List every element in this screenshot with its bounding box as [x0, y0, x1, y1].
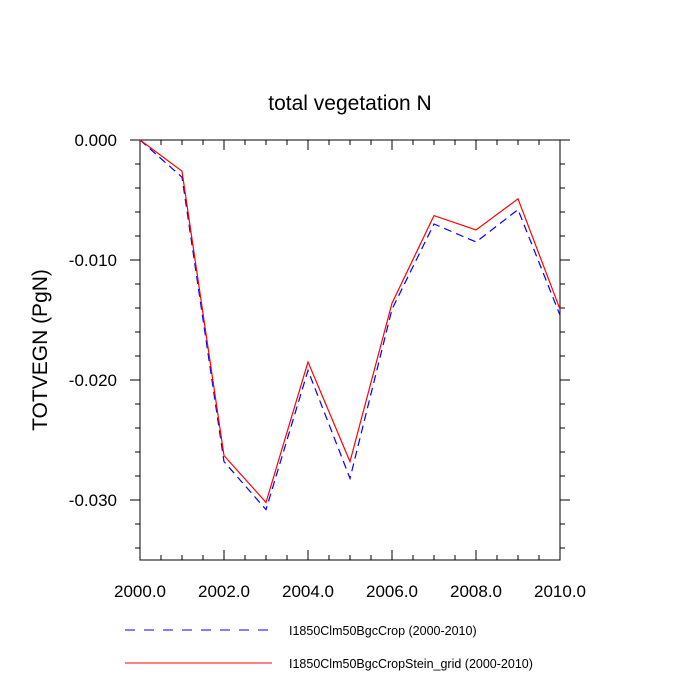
x-tick-label: 2000.0: [114, 582, 166, 601]
x-tick-label: 2010.0: [534, 582, 586, 601]
axis-ticks: [130, 139, 570, 560]
y-tick-labels: 0.000 -0.010 -0.020 -0.030: [69, 131, 117, 510]
x-tick-label: 2006.0: [366, 582, 418, 601]
x-tick-label: 2008.0: [450, 582, 502, 601]
series-line-1: [139, 139, 561, 511]
y-tick-label: 0.000: [74, 131, 117, 150]
x-tick-labels: 2000.0 2002.0 2004.0 2006.0 2008.0 2010.0: [114, 582, 586, 601]
plot-frame: [139, 139, 561, 561]
y-axis-label: TOTVEGN (PgN): [29, 269, 52, 431]
series-line-2: [139, 139, 561, 504]
y-tick-label: -0.020: [69, 371, 117, 390]
y-tick-label: -0.030: [69, 491, 117, 510]
chart-title: total vegetation N: [268, 92, 431, 115]
y-tick-label: -0.010: [69, 251, 117, 270]
x-tick-label: 2002.0: [198, 582, 250, 601]
series-lines: [139, 139, 561, 511]
legend: I1850Clm50BgcCrop (2000-2010) I1850Clm50B…: [125, 624, 533, 671]
x-tick-label: 2004.0: [282, 582, 334, 601]
legend-label-1: I1850Clm50BgcCrop (2000-2010): [289, 624, 477, 638]
legend-label-2: I1850Clm50BgcCropStein_grid (2000-2010): [289, 657, 533, 671]
